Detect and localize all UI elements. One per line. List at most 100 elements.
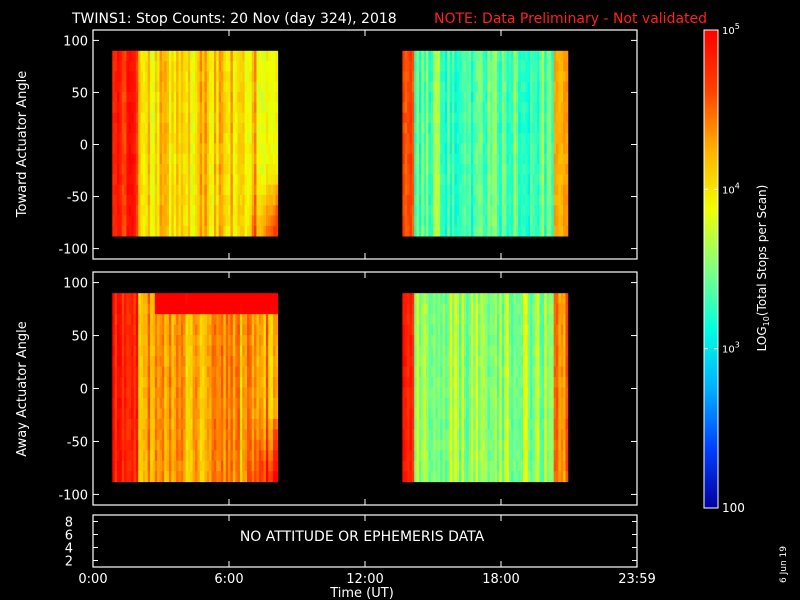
heatmap-cell (187, 81, 191, 93)
heatmap-cell (183, 143, 186, 155)
heatmap-cell (530, 133, 533, 144)
heatmap-cell (447, 71, 451, 83)
heatmap-cell (418, 143, 422, 155)
heatmap-cell (411, 335, 415, 346)
heatmap-cell (551, 71, 555, 83)
heatmap-cell (530, 408, 533, 420)
heatmap-cell (121, 184, 125, 196)
heatmap-cell (176, 81, 179, 93)
heatmap-cell (511, 324, 514, 336)
heatmap-cell (197, 471, 201, 483)
heatmap-cell (532, 387, 536, 399)
heatmap-cell (195, 143, 198, 155)
heatmap-cell (527, 153, 531, 165)
heatmap-cell (150, 102, 153, 113)
heatmap-cell (185, 153, 189, 165)
heatmap-cell (192, 471, 196, 483)
heatmap-cell (544, 376, 547, 388)
heatmap-cell (190, 356, 194, 367)
heatmap-cell (225, 408, 229, 420)
heatmap-cell (411, 225, 415, 237)
heatmap-cell (112, 356, 116, 367)
heatmap-cell (466, 81, 469, 93)
heatmap-cell (185, 122, 189, 134)
heatmap-cell (525, 164, 529, 175)
heatmap-cell (435, 418, 439, 430)
heatmap-cell (232, 102, 236, 113)
heatmap-cell (518, 112, 521, 124)
heatmap-cell (459, 91, 462, 103)
heatmap-cell (407, 153, 410, 165)
heatmap-cell (178, 356, 182, 367)
heatmap-cell (157, 450, 160, 462)
heatmap-cell (407, 408, 410, 420)
heatmap-cell (119, 471, 123, 483)
heatmap-cell (176, 439, 179, 451)
heatmap-cell (268, 81, 272, 93)
heatmap-cell (447, 133, 451, 144)
heatmap-cell (157, 112, 160, 124)
heatmap-cell (135, 460, 139, 472)
heatmap-cell (551, 293, 555, 305)
heatmap-cell (544, 460, 547, 472)
heatmap-cell (221, 387, 224, 399)
heatmap-cell (147, 194, 151, 206)
heatmap-cell (541, 387, 545, 399)
heatmap-cell (409, 215, 413, 227)
heatmap-cell (135, 215, 139, 227)
heatmap-cell (228, 153, 231, 165)
heatmap-cell (522, 153, 526, 165)
heatmap-cell (140, 408, 144, 420)
heatmap-cell (228, 324, 231, 336)
heatmap-cell (444, 429, 448, 441)
heatmap-cell (423, 61, 427, 72)
heatmap-cell (254, 102, 257, 113)
heatmap-cell (447, 450, 451, 462)
heatmap-cell (530, 439, 533, 451)
heatmap-cell (171, 450, 175, 462)
heatmap-cell (496, 112, 500, 124)
heatmap-cell (263, 184, 267, 196)
heatmap-cell (485, 376, 488, 388)
heatmap-cell (475, 215, 479, 227)
heatmap-cell (147, 205, 151, 216)
heatmap-cell (551, 112, 555, 124)
heatmap-cell (553, 205, 557, 216)
heatmap-cell (506, 408, 510, 420)
heatmap-cell (211, 450, 215, 462)
heatmap-cell (173, 153, 177, 165)
heatmap-cell (475, 376, 479, 388)
heatmap-cell (520, 91, 524, 103)
heatmap-cell (235, 71, 238, 83)
heatmap-cell (489, 164, 493, 175)
heatmap-cell (511, 345, 514, 357)
heatmap-cell (251, 194, 255, 206)
heatmap-cell (513, 61, 517, 72)
heatmap-cell (506, 153, 510, 165)
heatmap-cell (489, 215, 493, 227)
heatmap-cell (180, 460, 184, 472)
heatmap-cell (273, 439, 276, 451)
heatmap-cell (407, 460, 410, 472)
heatmap-cell (124, 61, 127, 72)
heatmap-cell (223, 408, 227, 420)
heatmap-cell (541, 194, 545, 206)
heatmap-cell (534, 153, 538, 165)
heatmap-cell (275, 460, 279, 472)
heatmap-cell (508, 397, 512, 409)
heatmap-cell (525, 387, 529, 399)
heatmap-cell (192, 225, 196, 237)
heatmap-cell (444, 205, 448, 216)
heatmap-cell (404, 387, 408, 399)
heatmap-cell (161, 303, 165, 315)
heatmap-cell (485, 133, 488, 144)
heatmap-cell (251, 356, 255, 367)
heatmap-cell (463, 366, 467, 378)
heatmap-cell (553, 194, 557, 206)
heatmap-cell (496, 324, 500, 336)
heatmap-cell (470, 225, 474, 237)
heatmap-cell (414, 324, 417, 336)
heatmap-cell (254, 293, 257, 305)
heatmap-cell (546, 387, 550, 399)
heatmap-cell (416, 397, 420, 409)
